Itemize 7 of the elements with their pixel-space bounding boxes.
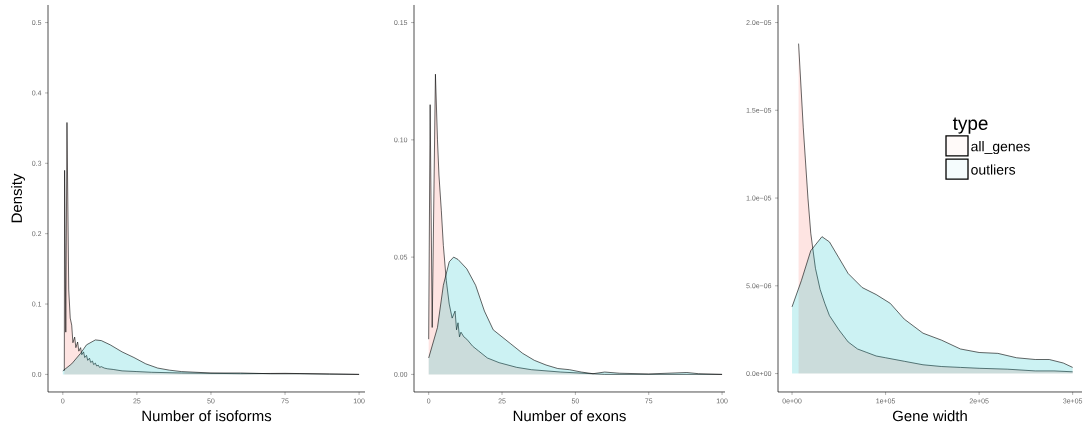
x-axis-title: Number of isoforms	[142, 410, 272, 422]
legend-label: outliers	[971, 164, 1016, 175]
x-axis-title: Gene width	[892, 410, 967, 422]
y-axis-title: Density	[11, 173, 25, 223]
x-axis-title: Number of exons	[513, 410, 626, 422]
legend-label: all_genes	[971, 141, 1030, 155]
legend-title: type	[952, 117, 988, 134]
